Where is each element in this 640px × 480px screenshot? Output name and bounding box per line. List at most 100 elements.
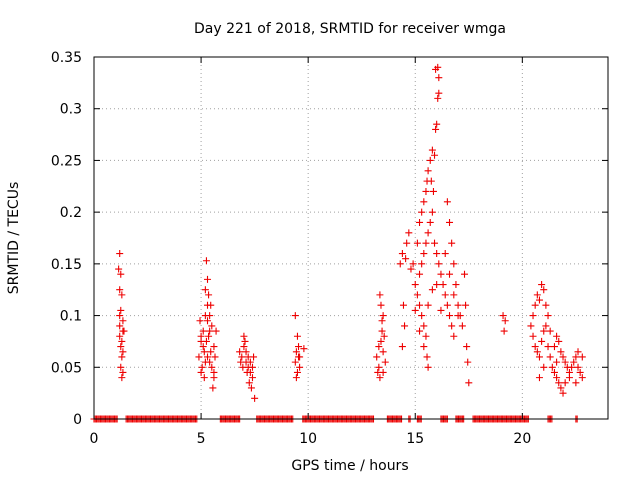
data-point	[118, 291, 126, 299]
data-point	[435, 74, 443, 82]
data-point	[437, 306, 445, 314]
data-point	[428, 146, 436, 154]
data-point	[300, 345, 308, 353]
data-point	[559, 353, 567, 361]
data-point	[433, 120, 441, 128]
data-point	[499, 312, 507, 320]
data-point	[423, 353, 431, 361]
data-point	[533, 291, 541, 299]
data-point	[433, 281, 441, 289]
data-point	[538, 281, 546, 289]
data-point	[292, 374, 300, 382]
data-point	[422, 332, 430, 340]
data-point	[119, 348, 127, 356]
data-point	[531, 343, 539, 351]
data-point	[210, 343, 218, 351]
data-point	[420, 250, 428, 258]
data-point	[116, 332, 124, 340]
data-point	[568, 363, 576, 371]
data-point	[454, 312, 462, 320]
data-point	[120, 327, 128, 335]
data-point	[115, 265, 123, 273]
data-point	[422, 239, 430, 247]
data-point	[426, 218, 434, 226]
data-point	[429, 187, 437, 195]
data-point	[462, 301, 470, 309]
y-tick-label: 0.3	[60, 102, 82, 118]
data-point	[542, 322, 550, 330]
y-tick-label: 0.2	[60, 205, 82, 221]
data-point	[247, 384, 255, 392]
data-point	[424, 301, 432, 309]
data-point	[212, 327, 220, 335]
data-point	[197, 368, 205, 376]
data-point	[296, 353, 304, 361]
data-point	[204, 317, 212, 325]
data-point	[428, 208, 436, 216]
chart-title: Day 221 of 2018, SRMTID for receiver wmg…	[194, 21, 506, 37]
data-point	[376, 374, 384, 382]
data-point	[448, 239, 456, 247]
data-point	[246, 358, 254, 366]
data-point	[464, 358, 472, 366]
data-point	[424, 167, 432, 175]
data-point	[198, 363, 206, 371]
data-point	[529, 312, 537, 320]
data-point	[210, 368, 218, 376]
data-point	[402, 255, 410, 263]
data-point	[119, 317, 127, 325]
data-point	[413, 291, 421, 299]
data-point	[550, 343, 558, 351]
data-point	[378, 317, 386, 325]
data-point	[295, 343, 303, 351]
data-point	[411, 281, 419, 289]
data-point	[205, 332, 213, 340]
data-point	[398, 250, 406, 258]
data-point	[461, 270, 469, 278]
data-point	[443, 198, 451, 206]
data-point	[540, 363, 548, 371]
data-point	[405, 229, 413, 237]
data-point	[196, 317, 204, 325]
data-point	[251, 394, 259, 402]
data-point	[535, 353, 543, 361]
y-tick-label: 0	[73, 412, 82, 428]
data-point	[200, 348, 208, 356]
data-point	[202, 257, 210, 265]
data-point	[458, 322, 466, 330]
y-tick-label: 0.25	[51, 153, 82, 169]
data-point	[424, 229, 432, 237]
data-point	[450, 332, 458, 340]
data-point	[550, 368, 558, 376]
data-point	[527, 322, 535, 330]
data-point	[250, 353, 258, 361]
data-point	[118, 353, 126, 361]
x-tick-label: 0	[90, 431, 99, 447]
data-point	[241, 337, 249, 345]
data-point	[557, 348, 565, 356]
data-point	[116, 312, 124, 320]
data-point	[427, 177, 435, 185]
data-point	[116, 322, 124, 330]
data-point	[441, 291, 449, 299]
data-point	[240, 332, 248, 340]
data-point	[546, 353, 554, 361]
data-point	[206, 312, 214, 320]
data-point	[572, 379, 580, 387]
data-point	[374, 368, 382, 376]
data-point	[409, 260, 417, 268]
y-tick-label: 0.1	[60, 309, 82, 325]
data-point	[416, 301, 424, 309]
data-point	[446, 218, 454, 226]
data-point	[434, 94, 442, 102]
data-point	[197, 337, 205, 345]
data-point	[375, 363, 383, 371]
x-tick-label: 15	[406, 431, 424, 447]
data-point	[117, 343, 125, 351]
data-point	[204, 301, 212, 309]
data-point	[199, 327, 207, 335]
data-point	[379, 312, 387, 320]
data-point	[454, 301, 462, 309]
x-axis-label: GPS time / hours	[291, 458, 408, 474]
data-point	[296, 363, 304, 371]
